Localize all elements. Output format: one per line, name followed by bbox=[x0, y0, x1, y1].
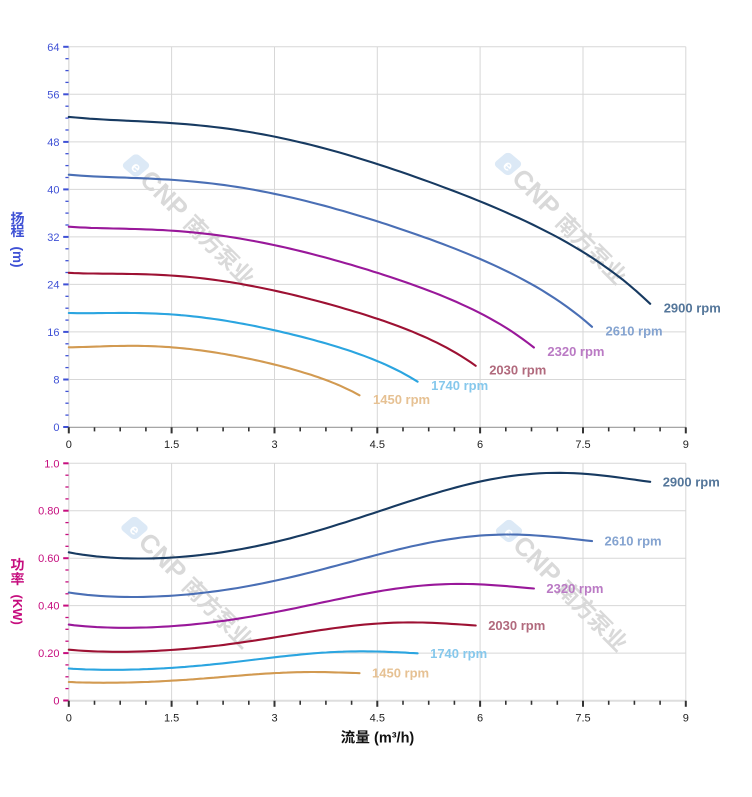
svg-text:1.5: 1.5 bbox=[164, 439, 179, 451]
svg-text:9: 9 bbox=[683, 439, 689, 451]
svg-text:16: 16 bbox=[47, 327, 59, 339]
svg-text:32: 32 bbox=[47, 232, 59, 244]
svg-text:0: 0 bbox=[66, 713, 72, 725]
svg-text:2320 rpm: 2320 rpm bbox=[547, 344, 604, 359]
svg-text:6: 6 bbox=[477, 439, 483, 451]
svg-text:1.5: 1.5 bbox=[164, 713, 179, 725]
svg-text:0.80: 0.80 bbox=[38, 506, 59, 518]
svg-text:0: 0 bbox=[53, 422, 59, 434]
svg-text:1740 rpm: 1740 rpm bbox=[430, 646, 487, 661]
svg-text:2610 rpm: 2610 rpm bbox=[605, 534, 662, 549]
svg-text:3: 3 bbox=[271, 439, 277, 451]
svg-text:2030 rpm: 2030 rpm bbox=[489, 362, 546, 377]
svg-text:0: 0 bbox=[53, 696, 59, 708]
svg-text:2320 rpm: 2320 rpm bbox=[546, 581, 603, 596]
svg-text:7.5: 7.5 bbox=[575, 439, 590, 451]
svg-text:0.20: 0.20 bbox=[38, 648, 59, 660]
svg-text:9: 9 bbox=[683, 713, 689, 725]
svg-text:1450 rpm: 1450 rpm bbox=[372, 666, 429, 681]
svg-text:6: 6 bbox=[477, 713, 483, 725]
svg-text:64: 64 bbox=[47, 42, 59, 54]
svg-text:24: 24 bbox=[47, 279, 59, 291]
svg-text:40: 40 bbox=[47, 184, 59, 196]
svg-text:(m): (m) bbox=[10, 247, 25, 268]
svg-text:2900 rpm: 2900 rpm bbox=[664, 300, 721, 315]
svg-text:2030 rpm: 2030 rpm bbox=[488, 618, 545, 633]
svg-text:0.40: 0.40 bbox=[38, 601, 59, 613]
svg-text:4.5: 4.5 bbox=[370, 713, 385, 725]
svg-text:4.5: 4.5 bbox=[370, 439, 385, 451]
svg-text:1450 rpm: 1450 rpm bbox=[373, 392, 430, 407]
svg-text:3: 3 bbox=[271, 713, 277, 725]
svg-text:2610 rpm: 2610 rpm bbox=[606, 323, 663, 338]
svg-text:(KW): (KW) bbox=[10, 595, 25, 625]
svg-text:(m³/h): (m³/h) bbox=[374, 730, 414, 746]
svg-text:8: 8 bbox=[53, 375, 59, 387]
svg-text:1740 rpm: 1740 rpm bbox=[431, 378, 488, 393]
svg-text:48: 48 bbox=[47, 137, 59, 149]
svg-text:7.5: 7.5 bbox=[575, 713, 590, 725]
svg-text:2900 rpm: 2900 rpm bbox=[663, 474, 720, 489]
svg-text:1.0: 1.0 bbox=[44, 458, 59, 470]
svg-text:0.60: 0.60 bbox=[38, 553, 59, 565]
svg-text:0: 0 bbox=[66, 439, 72, 451]
svg-text:56: 56 bbox=[47, 89, 59, 101]
